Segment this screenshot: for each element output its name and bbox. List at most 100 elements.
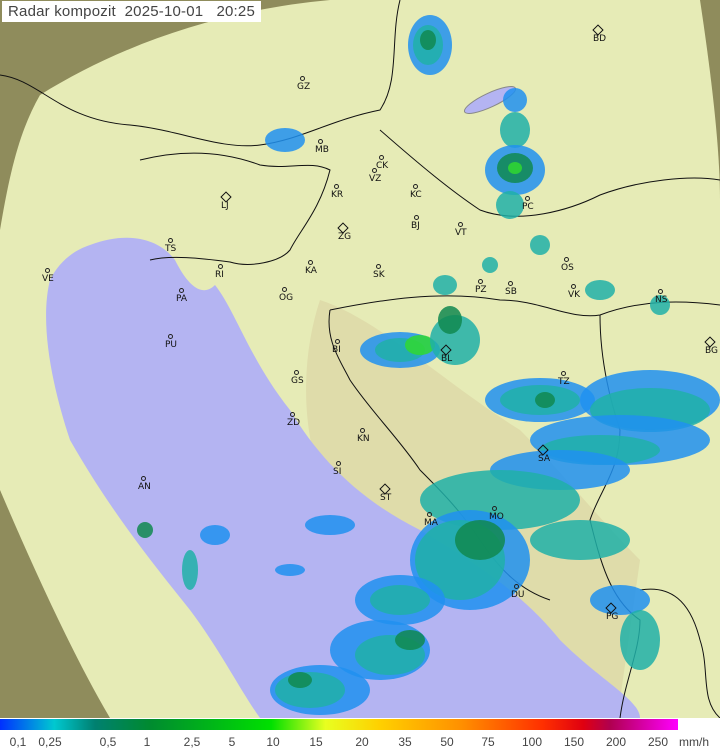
city-label-ck: CK bbox=[376, 161, 389, 171]
rain-cell bbox=[370, 585, 430, 615]
city-label-vt: VT bbox=[455, 228, 467, 238]
radar-map[interactable] bbox=[0, 0, 720, 718]
city-label-gs: GS bbox=[291, 376, 304, 386]
legend-tick: 0,1 bbox=[9, 735, 27, 749]
city-marker-mb bbox=[318, 139, 323, 144]
city-label-mb: MB bbox=[315, 145, 329, 155]
city-label-pg: PG bbox=[606, 612, 619, 622]
city-label-sb: SB bbox=[505, 287, 517, 297]
rain-cell bbox=[530, 235, 550, 255]
city-marker-du bbox=[514, 584, 519, 589]
legend-unit: mm/h bbox=[679, 735, 709, 749]
rain-cell bbox=[590, 585, 650, 615]
city-label-og: OG bbox=[279, 293, 294, 303]
city-label-mo: MO bbox=[489, 512, 504, 522]
legend-tick: 75 bbox=[481, 735, 495, 749]
city-marker-vk bbox=[571, 284, 576, 289]
rain-cell bbox=[395, 630, 425, 650]
city-label-gz: GZ bbox=[297, 82, 311, 92]
city-marker-ka bbox=[308, 260, 313, 265]
city-label-lj: LJ bbox=[221, 201, 229, 211]
city-label-an: AN bbox=[138, 482, 151, 492]
city-label-si: SI bbox=[333, 467, 342, 477]
city-label-st: ST bbox=[380, 493, 392, 503]
city-marker-ts bbox=[168, 238, 173, 243]
legend-tick: 1 bbox=[143, 735, 151, 749]
city-marker-kr bbox=[334, 184, 339, 189]
precipitation-legend-bar bbox=[0, 719, 678, 730]
city-marker-an bbox=[141, 476, 146, 481]
city-label-ma: MA bbox=[424, 518, 438, 528]
city-marker-ma bbox=[427, 512, 432, 517]
city-label-bg: BG bbox=[705, 346, 718, 356]
city-marker-pc bbox=[525, 196, 530, 201]
rain-cell bbox=[265, 128, 305, 152]
city-label-du: DU bbox=[511, 590, 525, 600]
rain-cell bbox=[455, 520, 505, 560]
city-marker-pu bbox=[168, 334, 173, 339]
legend-tick: 150 bbox=[563, 735, 585, 749]
legend-tick: 0,25 bbox=[38, 735, 62, 749]
rain-cell bbox=[535, 392, 555, 408]
legend-tick: 250 bbox=[647, 735, 669, 749]
city-label-kc: KC bbox=[410, 190, 422, 200]
city-label-os: OS bbox=[561, 263, 574, 273]
city-label-ri: RI bbox=[215, 270, 224, 280]
rain-cell bbox=[420, 30, 436, 50]
rain-cell bbox=[405, 335, 435, 355]
precipitation-layer bbox=[137, 15, 720, 715]
title-date: 2025-10-01 bbox=[124, 3, 204, 20]
city-marker-zd bbox=[290, 412, 295, 417]
city-label-vz: VZ bbox=[369, 174, 382, 184]
city-label-zg: ZG bbox=[338, 232, 352, 242]
city-marker-pz bbox=[478, 279, 483, 284]
rain-cell bbox=[200, 525, 230, 545]
map-title: Radar kompozit 2025-10-01 20:25 bbox=[2, 1, 261, 22]
city-label-sk: SK bbox=[373, 270, 385, 280]
city-marker-gs bbox=[294, 370, 299, 375]
city-marker-gz bbox=[300, 76, 305, 81]
city-marker-mo bbox=[492, 506, 497, 511]
legend-tick: 2,5 bbox=[183, 735, 201, 749]
rain-cell bbox=[305, 515, 355, 535]
city-label-ve: VE bbox=[42, 274, 54, 284]
city-label-pz: PZ bbox=[475, 285, 487, 295]
legend-tick: 10 bbox=[266, 735, 280, 749]
city-label-pc: PC bbox=[522, 202, 534, 212]
rain-cell bbox=[585, 280, 615, 300]
city-label-bd: BD bbox=[593, 34, 607, 44]
city-label-tz: TZ bbox=[558, 377, 570, 387]
rain-cell bbox=[508, 162, 522, 174]
city-label-ts: TS bbox=[165, 244, 177, 254]
legend-tick: 200 bbox=[605, 735, 627, 749]
rain-cell bbox=[500, 112, 530, 148]
city-label-zd: ZD bbox=[287, 418, 301, 428]
title-text: Radar kompozit bbox=[8, 3, 116, 20]
rain-cell bbox=[620, 610, 660, 670]
legend-tick: 50 bbox=[440, 735, 454, 749]
city-label-sa: SA bbox=[538, 454, 551, 464]
city-label-kn: KN bbox=[357, 434, 370, 444]
rain-cell bbox=[433, 275, 457, 295]
legend-tick: 20 bbox=[355, 735, 369, 749]
city-label-bj: BJ bbox=[411, 221, 420, 231]
legend-tick: 0,5 bbox=[99, 735, 117, 749]
rain-cell bbox=[288, 672, 312, 688]
rain-cell bbox=[503, 88, 527, 112]
city-marker-tz bbox=[561, 371, 566, 376]
city-marker-kn bbox=[360, 428, 365, 433]
city-label-ns: NS bbox=[655, 295, 668, 305]
city-marker-kc bbox=[413, 184, 418, 189]
city-marker-ri bbox=[218, 264, 223, 269]
rain-cell bbox=[438, 306, 462, 334]
rain-cell bbox=[275, 564, 305, 576]
city-marker-ns bbox=[658, 289, 663, 294]
city-label-bl: BL bbox=[441, 354, 453, 364]
rain-cell bbox=[650, 295, 670, 315]
city-marker-pa bbox=[179, 288, 184, 293]
city-marker-sk bbox=[376, 264, 381, 269]
city-marker-si bbox=[336, 461, 341, 466]
city-marker-og bbox=[282, 287, 287, 292]
city-marker-vz bbox=[372, 168, 377, 173]
